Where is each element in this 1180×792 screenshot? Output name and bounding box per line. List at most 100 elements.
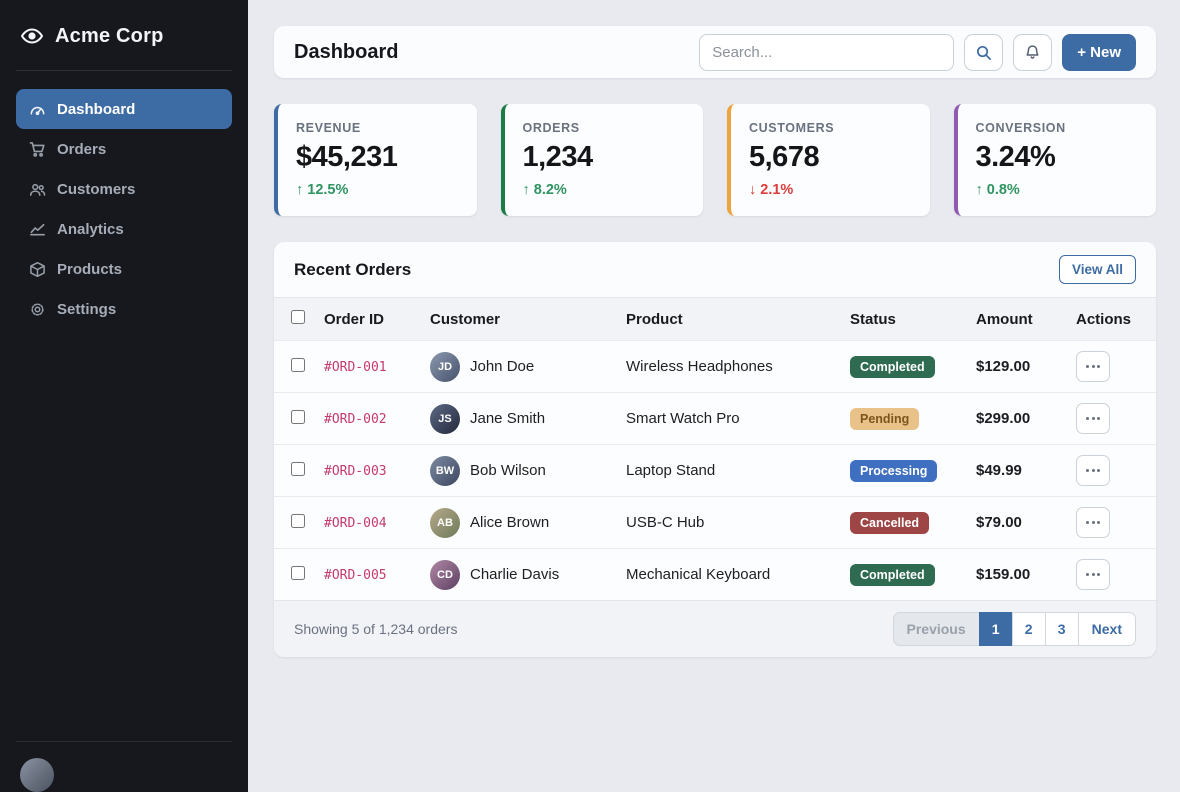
stat-value: 1,234 (522, 141, 594, 173)
row-checkbox[interactable] (291, 565, 305, 580)
search-input[interactable] (699, 33, 955, 71)
sidebar-user-avatar[interactable] (20, 758, 54, 792)
orders-card-header: Recent Orders View All (274, 242, 1156, 298)
status-badge: Completed (850, 355, 935, 378)
gauge-icon (29, 101, 46, 118)
orders-footer: Showing 5 of 1,234 orders Previous 1 2 3… (274, 600, 1156, 657)
sidebar-item-dashboard[interactable]: Dashboard (16, 89, 232, 129)
sidebar-item-label: Analytics (57, 220, 124, 238)
search-button[interactable] (964, 33, 1004, 71)
sidebar: Acme Corp Dashboard Orders (0, 0, 248, 792)
row-actions-button[interactable] (1076, 351, 1110, 382)
customer-name: Jane Smith (470, 410, 546, 427)
column-header-amount: Amount (976, 298, 1076, 341)
stats-row: REVENUE $45,231 ↑ 12.5% ORDERS 1,234 ↑ 8… (274, 104, 1156, 216)
product-name: Smart Watch Pro (626, 392, 850, 445)
recent-orders-card: Recent Orders View All Order ID Customer… (274, 242, 1156, 657)
stat-card-revenue: REVENUE $45,231 ↑ 12.5% (274, 104, 477, 216)
sidebar-item-label: Dashboard (57, 100, 136, 118)
topbar: Dashboard + New (274, 26, 1156, 78)
pagination-page-2[interactable]: 2 (1011, 612, 1046, 646)
cart-icon (29, 141, 46, 158)
stat-change: ↑ 12.5% (296, 182, 349, 198)
product-name: USB-C Hub (626, 496, 850, 549)
order-id: #ORD-004 (324, 516, 387, 531)
users-icon (29, 181, 46, 198)
row-checkbox[interactable] (291, 409, 305, 424)
customer-name: John Doe (470, 358, 535, 375)
new-button[interactable]: + New (1062, 33, 1136, 71)
brand: Acme Corp (16, 20, 232, 48)
box-icon (29, 261, 46, 278)
stat-card-customers: CUSTOMERS 5,678 ↓ 2.1% (727, 104, 930, 216)
stat-value: $45,231 (296, 141, 398, 173)
order-amount: $49.99 (976, 462, 1022, 479)
order-amount: $299.00 (976, 410, 1031, 427)
customer-avatar: CD (430, 559, 460, 590)
table-row: #ORD-001 JD John Doe Wireless Headphones… (274, 340, 1156, 393)
stat-card-orders: ORDERS 1,234 ↑ 8.2% (500, 104, 703, 216)
status-badge: Processing (850, 459, 938, 482)
sidebar-item-label: Orders (57, 140, 107, 158)
column-header-order-id: Order ID (324, 298, 430, 341)
ellipsis-icon (1086, 469, 1100, 472)
row-actions-button[interactable] (1076, 507, 1110, 538)
notifications-button[interactable] (1013, 33, 1053, 71)
row-checkbox[interactable] (291, 357, 305, 372)
sidebar-item-orders[interactable]: Orders (16, 129, 232, 169)
gear-icon (29, 301, 46, 318)
order-amount: $129.00 (976, 358, 1031, 375)
order-id: #ORD-001 (324, 360, 387, 375)
customer-avatar: JS (430, 403, 460, 434)
stat-change: ↑ 8.2% (522, 182, 567, 198)
pagination-page-3[interactable]: 3 (1044, 612, 1079, 646)
product-name: Wireless Headphones (626, 340, 850, 393)
stat-value: 3.24% (975, 141, 1056, 173)
pagination-next[interactable]: Next (1077, 612, 1136, 646)
customer-name: Alice Brown (470, 514, 550, 531)
row-checkbox[interactable] (291, 513, 305, 528)
row-actions-button[interactable] (1076, 455, 1110, 486)
pagination-previous[interactable]: Previous (892, 612, 980, 646)
ellipsis-icon (1086, 573, 1100, 576)
view-all-button[interactable]: View All (1058, 255, 1136, 284)
search-icon (975, 44, 992, 61)
stat-change: ↑ 0.8% (975, 182, 1020, 198)
customer-name: Bob Wilson (470, 462, 546, 479)
stat-label: REVENUE (296, 121, 361, 135)
order-amount: $79.00 (976, 514, 1022, 531)
table-row: #ORD-003 BW Bob Wilson Laptop Stand Proc… (274, 444, 1156, 497)
sidebar-item-customers[interactable]: Customers (16, 169, 232, 209)
row-checkbox[interactable] (291, 461, 305, 476)
product-name: Mechanical Keyboard (626, 548, 850, 600)
row-actions-button[interactable] (1076, 403, 1110, 434)
status-badge: Completed (850, 563, 935, 586)
table-row: #ORD-002 JS Jane Smith Smart Watch Pro P… (274, 392, 1156, 445)
main-content: Dashboard + New REVENU (248, 0, 1180, 792)
sidebar-item-products[interactable]: Products (16, 249, 232, 289)
chart-icon (29, 221, 46, 238)
pagination: Previous 1 2 3 Next (892, 612, 1136, 646)
stat-value: 5,678 (749, 141, 820, 173)
sidebar-item-settings[interactable]: Settings (16, 289, 232, 329)
pagination-page-1[interactable]: 1 (978, 612, 1013, 646)
order-id: #ORD-002 (324, 412, 387, 427)
column-header-actions: Actions (1076, 298, 1156, 341)
order-amount: $159.00 (976, 566, 1031, 583)
customer-avatar: AB (430, 507, 460, 538)
row-actions-button[interactable] (1076, 559, 1110, 590)
sidebar-item-analytics[interactable]: Analytics (16, 209, 232, 249)
orders-table: Order ID Customer Product Status Amount … (274, 298, 1156, 600)
sidebar-item-label: Customers (57, 180, 136, 198)
customer-name: Charlie Davis (470, 566, 560, 583)
status-badge: Pending (850, 407, 920, 430)
product-name: Laptop Stand (626, 444, 850, 497)
orders-title: Recent Orders (294, 259, 412, 279)
page-title: Dashboard (294, 40, 399, 63)
select-all-checkbox[interactable] (291, 310, 305, 324)
results-summary: Showing 5 of 1,234 orders (294, 621, 458, 637)
sidebar-footer (16, 741, 232, 792)
order-id: #ORD-003 (324, 464, 387, 479)
sidebar-divider (16, 70, 232, 71)
topbar-controls: + New (699, 33, 1136, 71)
